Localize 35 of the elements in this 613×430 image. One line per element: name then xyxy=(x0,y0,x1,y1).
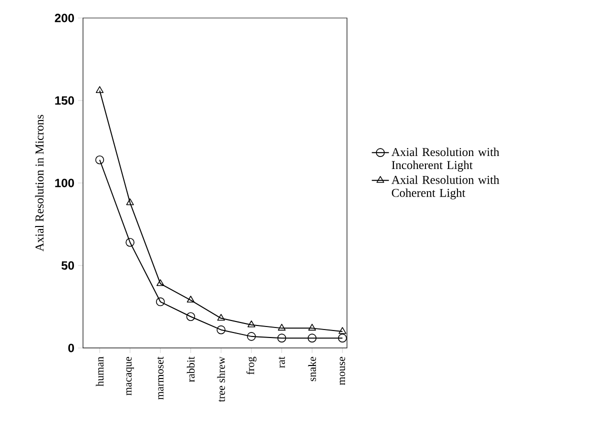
point xyxy=(278,324,286,331)
x-tick-label: frog xyxy=(246,356,256,374)
x-tick-label: rabbit xyxy=(186,356,195,382)
y-axis-title: Axial Resolution in Microns xyxy=(35,114,44,252)
legend-label: Axial Resolution with Coherent Light xyxy=(391,175,500,200)
point xyxy=(247,332,256,341)
y-tick-label: 0 xyxy=(68,344,74,352)
point xyxy=(186,312,196,322)
point xyxy=(277,334,286,342)
x-tick-label: human xyxy=(96,356,104,386)
point xyxy=(156,279,164,286)
point xyxy=(96,86,104,93)
point xyxy=(126,198,134,206)
x-tick-label: macaque xyxy=(126,356,134,396)
point xyxy=(338,334,347,342)
point xyxy=(186,296,195,303)
legend-label: Axial Resolution with Incoherent Light xyxy=(391,148,500,172)
point xyxy=(126,238,134,247)
y-tick-label: 50 xyxy=(62,261,74,270)
x-tick-label: rat xyxy=(278,356,285,368)
point xyxy=(156,297,165,306)
x-tick-label: tree shrew xyxy=(217,356,225,402)
x-tick-label: marmoset xyxy=(157,356,164,400)
y-tick-label: 100 xyxy=(55,178,74,188)
point xyxy=(308,324,316,331)
y-tick-label: 150 xyxy=(55,96,74,105)
x-tick-label: snake xyxy=(308,356,316,382)
point xyxy=(216,325,226,334)
x-tick-label: mouse xyxy=(340,356,346,386)
point xyxy=(217,314,225,321)
point xyxy=(338,327,346,334)
y-tick-label: 200 xyxy=(54,14,74,22)
point xyxy=(248,320,256,328)
point xyxy=(308,334,316,342)
point xyxy=(95,155,104,164)
